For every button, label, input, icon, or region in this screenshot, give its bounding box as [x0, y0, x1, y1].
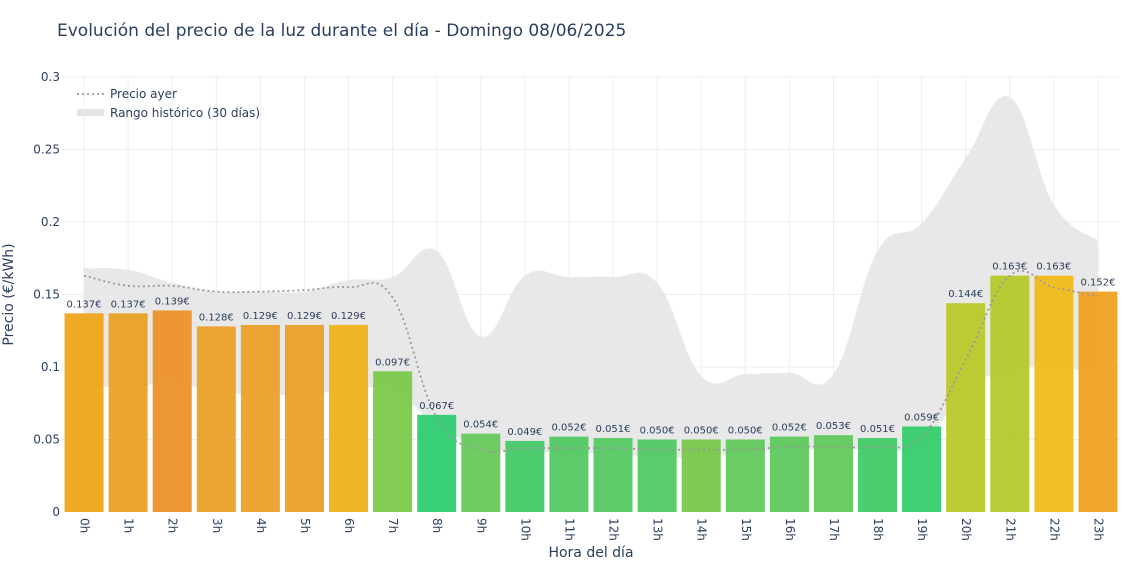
x-tick-label: 22h — [1047, 518, 1061, 541]
data-labels: 0.137€ 0.137€ 0.139€ 0.128€ 0.129€ 0.129€ 0.12… — [67, 262, 1116, 438]
bar-value-label: 0.139€ — [155, 296, 190, 307]
price-bar-4h[interactable] — [240, 324, 280, 512]
bar-value-label: 0.128€ — [199, 312, 234, 323]
price-bar-23h[interactable] — [1078, 291, 1118, 512]
y-axis-title: Precio (€/kWh) — [1, 243, 17, 345]
bar-value-label: 0.052€ — [772, 423, 807, 434]
bar-value-label: 0.144€ — [948, 289, 983, 300]
price-bar-11h[interactable] — [549, 436, 589, 512]
y-tick-label: 0.2 — [41, 215, 60, 229]
y-tick-label: 0 — [52, 505, 60, 519]
legend-item-historical-range[interactable]: Rango histórico (30 días) — [77, 106, 260, 120]
price-bar-17h[interactable] — [813, 435, 853, 512]
y-tick-label: 0.25 — [33, 143, 60, 157]
price-bar-13h[interactable] — [637, 439, 677, 513]
price-bar-2h[interactable] — [152, 310, 192, 512]
x-tick-label: 16h — [783, 518, 797, 541]
x-tick-label: 11h — [562, 518, 576, 541]
chart-title: Evolución del precio de la luz durante e… — [57, 21, 627, 41]
bar-value-label: 0.163€ — [992, 262, 1027, 273]
historical-range-area — [84, 96, 1098, 458]
price-bar-3h[interactable] — [196, 326, 236, 512]
price-bar-8h[interactable] — [417, 414, 457, 512]
bar-value-label: 0.051€ — [596, 424, 631, 435]
bar-value-label: 0.051€ — [860, 424, 895, 435]
x-tick-label: 3h — [210, 518, 224, 533]
price-bar-0h[interactable] — [64, 313, 104, 512]
y-tick-label: 0.05 — [33, 433, 60, 447]
price-bar-18h[interactable] — [858, 438, 898, 512]
x-tick-label: 1h — [122, 518, 136, 533]
price-bar-9h[interactable] — [461, 433, 501, 512]
x-tick-label: 9h — [474, 518, 488, 533]
bar-value-label: 0.067€ — [419, 401, 454, 412]
bar-value-label: 0.152€ — [1080, 278, 1115, 289]
bar-value-label: 0.050€ — [728, 426, 763, 437]
price-bar-6h[interactable] — [329, 324, 369, 512]
bar-value-label: 0.050€ — [640, 426, 675, 437]
bars — [64, 275, 1118, 513]
bar-value-label: 0.054€ — [463, 420, 498, 431]
price-bar-14h[interactable] — [681, 439, 721, 513]
x-tick-label: 21h — [1003, 518, 1017, 541]
x-tick-label: 0h — [78, 518, 92, 533]
x-tick-label: 12h — [607, 518, 621, 541]
legend[interactable]: Precio ayer Rango histórico (30 días) — [77, 87, 260, 120]
x-tick-label: 8h — [430, 518, 444, 533]
x-tick-label: 23h — [1091, 518, 1105, 541]
bar-value-label: 0.129€ — [331, 311, 366, 322]
x-tick-label: 10h — [518, 518, 532, 541]
x-tick-label: 13h — [651, 518, 665, 541]
legend-swatch-band — [77, 109, 104, 116]
historical-range-band — [84, 96, 1098, 458]
x-tick-label: 18h — [871, 518, 885, 541]
bar-value-label: 0.137€ — [67, 299, 102, 310]
bar-value-label: 0.097€ — [375, 357, 410, 368]
price-bar-16h[interactable] — [769, 436, 809, 512]
price-bar-10h[interactable] — [505, 440, 545, 512]
price-bar-21h[interactable] — [990, 275, 1030, 512]
legend-label: Rango histórico (30 días) — [110, 106, 260, 120]
x-tick-label: 20h — [959, 518, 973, 541]
bar-value-label: 0.052€ — [551, 423, 586, 434]
price-bar-22h[interactable] — [1034, 275, 1074, 512]
x-tick-label: 5h — [298, 518, 312, 533]
price-bar-12h[interactable] — [593, 438, 633, 512]
price-bar-15h[interactable] — [725, 439, 765, 513]
x-tick-label: 17h — [827, 518, 841, 541]
bar-value-label: 0.163€ — [1036, 262, 1071, 273]
x-tick-label: 4h — [254, 518, 268, 533]
bar-value-label: 0.059€ — [904, 412, 939, 423]
x-tick-label: 6h — [342, 518, 356, 533]
price-bar-5h[interactable] — [284, 324, 324, 512]
y-tick-label: 0.1 — [41, 360, 60, 374]
x-tick-label: 19h — [915, 518, 929, 541]
bar-value-label: 0.049€ — [507, 427, 542, 438]
bar-value-label: 0.050€ — [684, 426, 719, 437]
y-tick-label: 0.3 — [41, 70, 60, 84]
x-tick-label: 15h — [739, 518, 753, 541]
y-tick-label: 0.15 — [33, 288, 60, 302]
x-tick-label: 14h — [695, 518, 709, 541]
price-bar-7h[interactable] — [373, 371, 413, 512]
legend-item-previous-day[interactable]: Precio ayer — [77, 87, 177, 101]
price-bar-20h[interactable] — [946, 303, 986, 512]
bar-value-label: 0.137€ — [111, 299, 146, 310]
price-bar-1h[interactable] — [108, 313, 148, 512]
price-bar-19h[interactable] — [902, 426, 942, 512]
legend-label: Precio ayer — [110, 87, 177, 101]
x-tick-label: 7h — [386, 518, 400, 533]
bar-value-label: 0.129€ — [243, 311, 278, 322]
x-axis-title: Hora del día — [548, 545, 633, 561]
bar-value-label: 0.129€ — [287, 311, 322, 322]
bar-value-label: 0.053€ — [816, 421, 851, 432]
x-tick-label: 2h — [166, 518, 180, 533]
axes: 0 0.05 0.1 0.15 0.2 0.25 0.3 0h 1h 2h 3h 4h 5h 6h 7h 8h… — [1, 70, 1105, 561]
